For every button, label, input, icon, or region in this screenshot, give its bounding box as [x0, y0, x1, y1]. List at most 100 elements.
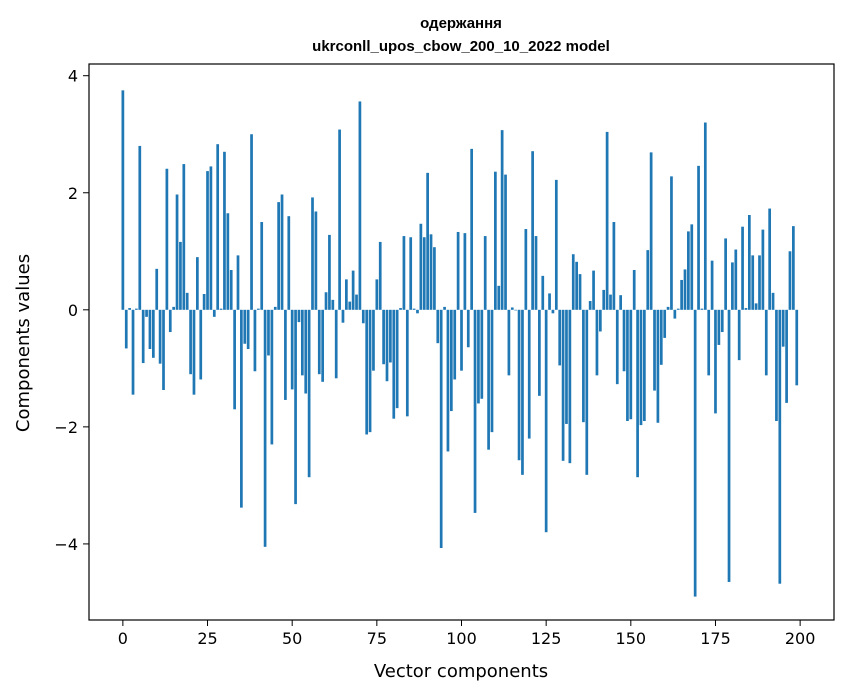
- bar: [229, 270, 233, 310]
- bar: [551, 309, 555, 314]
- bar: [226, 213, 230, 310]
- plot-frame: [88, 63, 835, 621]
- bar: [240, 309, 243, 508]
- bar: [267, 309, 270, 356]
- bar: [443, 306, 446, 310]
- bar: [290, 309, 294, 390]
- bar: [219, 308, 223, 310]
- bar: [602, 289, 606, 310]
- bar: [243, 309, 247, 344]
- bar: [778, 309, 782, 584]
- bar: [703, 122, 707, 310]
- bar: [466, 309, 470, 348]
- bar: [317, 309, 321, 375]
- bar: [510, 307, 514, 310]
- bar: [761, 229, 765, 310]
- bar: [792, 226, 795, 310]
- bar: [524, 229, 528, 310]
- bar: [670, 176, 673, 310]
- bar: [538, 309, 541, 396]
- bar: [199, 309, 203, 380]
- bar: [541, 275, 545, 310]
- bar: [162, 309, 165, 390]
- bar: [307, 309, 311, 478]
- bar: [785, 309, 788, 403]
- bar: [273, 306, 277, 310]
- bar: [138, 145, 142, 310]
- bar: [571, 254, 575, 310]
- bar: [758, 255, 761, 310]
- bar: [155, 268, 159, 310]
- bar: [165, 168, 169, 310]
- bar: [311, 197, 314, 310]
- bar: [680, 279, 683, 310]
- x-tick-label: 100: [446, 629, 477, 648]
- bar: [304, 309, 308, 394]
- bar: [480, 309, 484, 399]
- bar: [744, 308, 748, 310]
- bar: [477, 309, 480, 404]
- bar: [399, 308, 402, 310]
- bar: [216, 144, 220, 310]
- bar: [189, 309, 192, 375]
- bar: [490, 309, 494, 433]
- bar: [663, 309, 667, 338]
- bar: [148, 309, 152, 350]
- bar: [185, 292, 189, 310]
- bar: [768, 208, 772, 310]
- bar: [673, 309, 677, 319]
- x-tick-label: 75: [367, 629, 387, 648]
- bar: [710, 260, 714, 310]
- bar: [158, 309, 162, 364]
- bar: [612, 222, 616, 310]
- bar: [402, 236, 406, 310]
- bar: [287, 216, 291, 310]
- bar: [449, 309, 453, 412]
- bar: [202, 294, 206, 310]
- bar: [212, 309, 216, 317]
- bar: [588, 301, 592, 310]
- bar: [348, 301, 352, 310]
- bar: [717, 309, 721, 345]
- bar: [314, 211, 318, 310]
- bar: [128, 308, 131, 310]
- bar: [561, 309, 565, 461]
- bar: [527, 309, 531, 439]
- bar: [382, 309, 385, 365]
- bar: [385, 309, 389, 382]
- bar: [260, 222, 264, 310]
- bar: [470, 148, 474, 310]
- bar: [473, 309, 477, 513]
- bar: [531, 151, 534, 310]
- bar: [206, 171, 209, 310]
- bar: [284, 309, 287, 400]
- bar: [433, 247, 436, 310]
- bar: [141, 309, 145, 364]
- bar: [521, 309, 524, 475]
- bar: [246, 309, 250, 350]
- bar: [334, 309, 338, 379]
- bar: [487, 309, 490, 450]
- bar: [771, 292, 775, 310]
- bar: [781, 309, 785, 347]
- chart-subtitle: ukrconll_upos_cbow_200_10_2022 model: [312, 38, 610, 55]
- y-tick-label: 4: [68, 67, 78, 86]
- x-tick-label: 0: [118, 629, 128, 648]
- x-tick-label: 200: [785, 629, 816, 648]
- bar: [724, 238, 727, 310]
- bar: [135, 308, 138, 310]
- bar: [179, 241, 182, 310]
- bar: [338, 129, 341, 310]
- bar: [666, 306, 670, 310]
- bar: [345, 279, 348, 310]
- bar: [419, 223, 423, 310]
- bar: [649, 152, 653, 310]
- bar: [341, 309, 345, 323]
- bar: [256, 308, 260, 310]
- bar: [565, 309, 568, 424]
- bar: [700, 308, 704, 310]
- bar: [365, 309, 369, 435]
- y-tick-label: −2: [54, 418, 78, 437]
- bar: [331, 299, 335, 310]
